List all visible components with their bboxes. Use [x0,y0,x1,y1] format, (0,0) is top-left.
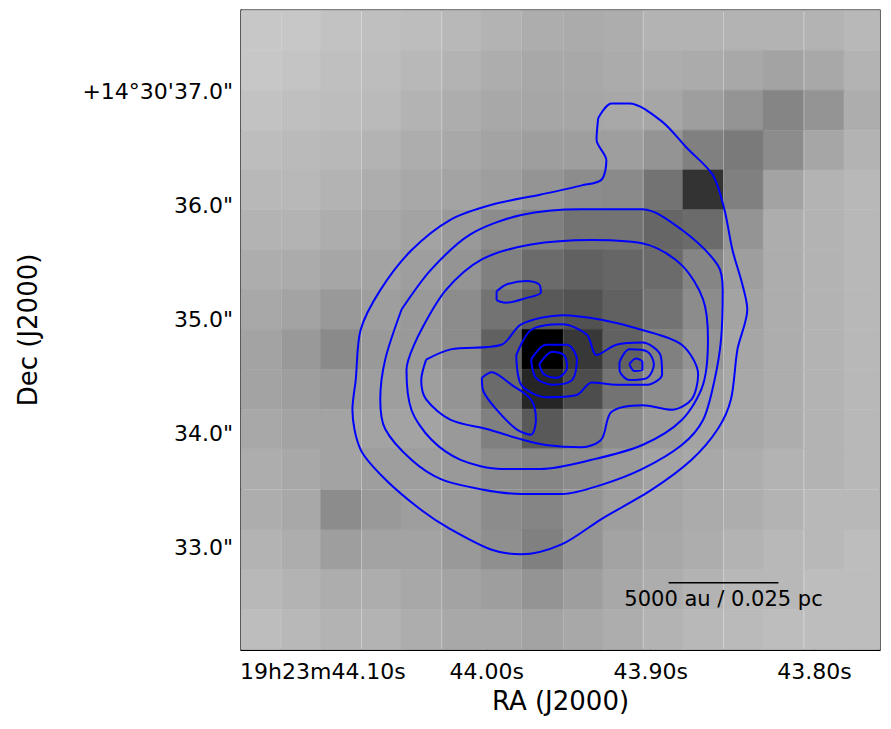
svg-text:36.0": 36.0" [174,193,233,218]
svg-text:35.0": 35.0" [174,307,233,332]
svg-text:33.0": 33.0" [174,535,233,560]
svg-text:34.0": 34.0" [174,421,233,446]
svg-text:RA (J2000): RA (J2000) [492,686,629,716]
svg-text:5000 au / 0.025 pc: 5000 au / 0.025 pc [624,587,822,611]
svg-text:+14°30'37.0": +14°30'37.0" [82,79,233,104]
svg-text:44.00s: 44.00s [450,659,524,684]
svg-text:43.90s: 43.90s [613,659,687,684]
svg-text:19h23m44.10s: 19h23m44.10s [240,659,406,684]
svg-text:Dec (J2000): Dec (J2000) [13,254,43,407]
svg-text:43.80s: 43.80s [777,659,851,684]
